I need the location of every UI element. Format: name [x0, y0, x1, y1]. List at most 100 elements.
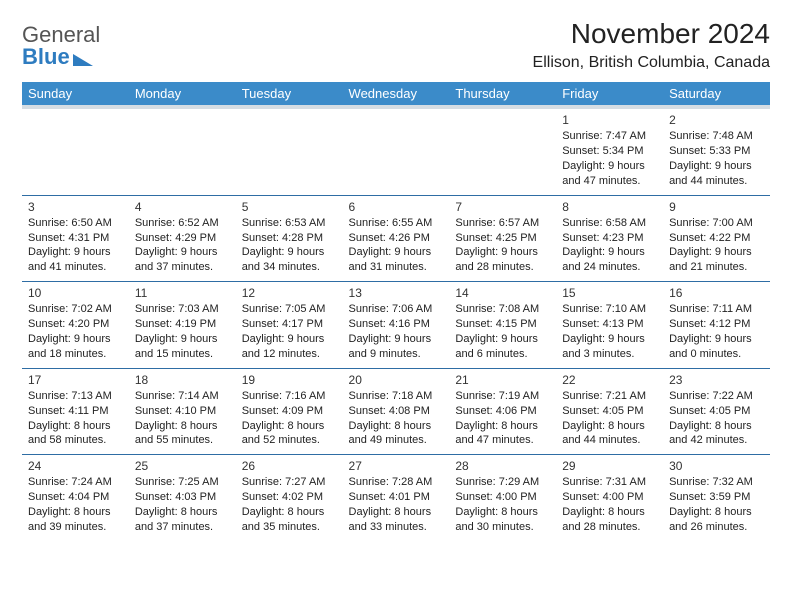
- day-detail-line: Sunrise: 7:31 AM: [562, 475, 657, 490]
- calendar-day-cell: 18Sunrise: 7:14 AMSunset: 4:10 PMDayligh…: [129, 368, 236, 455]
- calendar-day-cell: 8Sunrise: 6:58 AMSunset: 4:23 PMDaylight…: [556, 195, 663, 282]
- day-number: 19: [242, 372, 337, 388]
- day-detail-line: Sunrise: 7:27 AM: [242, 475, 337, 490]
- day-header: Friday: [556, 82, 663, 107]
- calendar-day-cell: 3Sunrise: 6:50 AMSunset: 4:31 PMDaylight…: [22, 195, 129, 282]
- day-number: 24: [28, 458, 123, 474]
- title-block: November 2024 Ellison, British Columbia,…: [533, 18, 770, 72]
- day-number: 11: [135, 285, 230, 301]
- calendar-day-cell: 12Sunrise: 7:05 AMSunset: 4:17 PMDayligh…: [236, 282, 343, 369]
- day-header: Monday: [129, 82, 236, 107]
- day-detail-line: Sunrise: 7:25 AM: [135, 475, 230, 490]
- day-detail-line: Daylight: 9 hours: [669, 332, 764, 347]
- calendar-day-cell: 7Sunrise: 6:57 AMSunset: 4:25 PMDaylight…: [449, 195, 556, 282]
- day-detail-line: Sunrise: 7:48 AM: [669, 129, 764, 144]
- day-number: 2: [669, 112, 764, 128]
- day-detail-line: Daylight: 8 hours: [135, 419, 230, 434]
- day-detail-line: Sunrise: 7:21 AM: [562, 389, 657, 404]
- calendar-day-cell: 17Sunrise: 7:13 AMSunset: 4:11 PMDayligh…: [22, 368, 129, 455]
- day-detail-line: Sunrise: 6:52 AM: [135, 216, 230, 231]
- calendar-day-cell: 19Sunrise: 7:16 AMSunset: 4:09 PMDayligh…: [236, 368, 343, 455]
- day-detail-line: Sunset: 4:05 PM: [669, 404, 764, 419]
- day-detail-line: Sunset: 4:29 PM: [135, 231, 230, 246]
- day-number: 8: [562, 199, 657, 215]
- day-number: 28: [455, 458, 550, 474]
- day-detail-line: Daylight: 8 hours: [349, 419, 444, 434]
- day-detail-line: Sunset: 4:13 PM: [562, 317, 657, 332]
- calendar-thead: SundayMondayTuesdayWednesdayThursdayFrid…: [22, 82, 770, 107]
- day-detail-line: Daylight: 8 hours: [28, 419, 123, 434]
- day-detail-line: Sunset: 3:59 PM: [669, 490, 764, 505]
- day-detail-line: Daylight: 9 hours: [242, 245, 337, 260]
- day-detail-line: Sunrise: 7:19 AM: [455, 389, 550, 404]
- calendar-week-row: 3Sunrise: 6:50 AMSunset: 4:31 PMDaylight…: [22, 195, 770, 282]
- day-detail-line: Daylight: 9 hours: [349, 332, 444, 347]
- day-detail-line: Sunset: 4:25 PM: [455, 231, 550, 246]
- day-detail-line: Sunset: 4:00 PM: [562, 490, 657, 505]
- day-detail-line: Daylight: 9 hours: [28, 245, 123, 260]
- day-detail-line: Sunset: 4:17 PM: [242, 317, 337, 332]
- calendar-day-cell: 26Sunrise: 7:27 AMSunset: 4:02 PMDayligh…: [236, 455, 343, 541]
- day-detail-line: Sunrise: 7:32 AM: [669, 475, 764, 490]
- day-detail-line: Sunset: 4:10 PM: [135, 404, 230, 419]
- calendar-empty-cell: [343, 107, 450, 195]
- day-detail-line: Daylight: 9 hours: [455, 332, 550, 347]
- calendar-page: General Blue November 2024 Ellison, Brit…: [0, 0, 792, 559]
- calendar-day-cell: 2Sunrise: 7:48 AMSunset: 5:33 PMDaylight…: [663, 107, 770, 195]
- calendar-empty-cell: [22, 107, 129, 195]
- page-header: General Blue November 2024 Ellison, Brit…: [22, 18, 770, 72]
- day-detail-line: Sunset: 4:05 PM: [562, 404, 657, 419]
- calendar-day-cell: 11Sunrise: 7:03 AMSunset: 4:19 PMDayligh…: [129, 282, 236, 369]
- day-detail-line: Daylight: 9 hours: [669, 159, 764, 174]
- day-number: 6: [349, 199, 444, 215]
- day-detail-line: Sunrise: 6:50 AM: [28, 216, 123, 231]
- day-detail-line: and 34 minutes.: [242, 260, 337, 275]
- day-detail-line: Daylight: 8 hours: [669, 419, 764, 434]
- calendar-day-cell: 6Sunrise: 6:55 AMSunset: 4:26 PMDaylight…: [343, 195, 450, 282]
- day-number: 15: [562, 285, 657, 301]
- day-number: 5: [242, 199, 337, 215]
- day-detail-line: and 33 minutes.: [349, 520, 444, 535]
- day-number: 20: [349, 372, 444, 388]
- day-detail-line: Sunrise: 7:14 AM: [135, 389, 230, 404]
- day-detail-line: Daylight: 8 hours: [242, 419, 337, 434]
- calendar-day-cell: 15Sunrise: 7:10 AMSunset: 4:13 PMDayligh…: [556, 282, 663, 369]
- day-header-row: SundayMondayTuesdayWednesdayThursdayFrid…: [22, 82, 770, 107]
- day-detail-line: and 21 minutes.: [669, 260, 764, 275]
- day-detail-line: Sunset: 4:00 PM: [455, 490, 550, 505]
- day-detail-line: Daylight: 9 hours: [28, 332, 123, 347]
- calendar-day-cell: 29Sunrise: 7:31 AMSunset: 4:00 PMDayligh…: [556, 455, 663, 541]
- logo-line2-row: Blue: [22, 46, 100, 68]
- calendar-week-row: 17Sunrise: 7:13 AMSunset: 4:11 PMDayligh…: [22, 368, 770, 455]
- day-detail-line: Daylight: 8 hours: [242, 505, 337, 520]
- day-detail-line: Sunrise: 7:11 AM: [669, 302, 764, 317]
- calendar-day-cell: 1Sunrise: 7:47 AMSunset: 5:34 PMDaylight…: [556, 107, 663, 195]
- day-number: 25: [135, 458, 230, 474]
- day-detail-line: Sunrise: 6:57 AM: [455, 216, 550, 231]
- calendar-day-cell: 13Sunrise: 7:06 AMSunset: 4:16 PMDayligh…: [343, 282, 450, 369]
- day-detail-line: Daylight: 8 hours: [349, 505, 444, 520]
- day-detail-line: Sunset: 4:04 PM: [28, 490, 123, 505]
- day-number: 7: [455, 199, 550, 215]
- day-detail-line: and 12 minutes.: [242, 347, 337, 362]
- day-detail-line: Sunrise: 6:53 AM: [242, 216, 337, 231]
- day-detail-line: and 44 minutes.: [669, 174, 764, 189]
- day-number: 27: [349, 458, 444, 474]
- calendar-day-cell: 25Sunrise: 7:25 AMSunset: 4:03 PMDayligh…: [129, 455, 236, 541]
- day-number: 10: [28, 285, 123, 301]
- day-detail-line: Sunrise: 7:06 AM: [349, 302, 444, 317]
- day-detail-line: and 42 minutes.: [669, 433, 764, 448]
- day-number: 22: [562, 372, 657, 388]
- calendar-day-cell: 23Sunrise: 7:22 AMSunset: 4:05 PMDayligh…: [663, 368, 770, 455]
- calendar-day-cell: 16Sunrise: 7:11 AMSunset: 4:12 PMDayligh…: [663, 282, 770, 369]
- day-detail-line: Sunrise: 6:58 AM: [562, 216, 657, 231]
- day-detail-line: and 55 minutes.: [135, 433, 230, 448]
- day-detail-line: Sunset: 4:11 PM: [28, 404, 123, 419]
- day-detail-line: Sunrise: 7:28 AM: [349, 475, 444, 490]
- calendar-week-row: 10Sunrise: 7:02 AMSunset: 4:20 PMDayligh…: [22, 282, 770, 369]
- day-header: Sunday: [22, 82, 129, 107]
- calendar-day-cell: 24Sunrise: 7:24 AMSunset: 4:04 PMDayligh…: [22, 455, 129, 541]
- day-detail-line: and 41 minutes.: [28, 260, 123, 275]
- day-detail-line: and 47 minutes.: [455, 433, 550, 448]
- calendar-table: SundayMondayTuesdayWednesdayThursdayFrid…: [22, 82, 770, 541]
